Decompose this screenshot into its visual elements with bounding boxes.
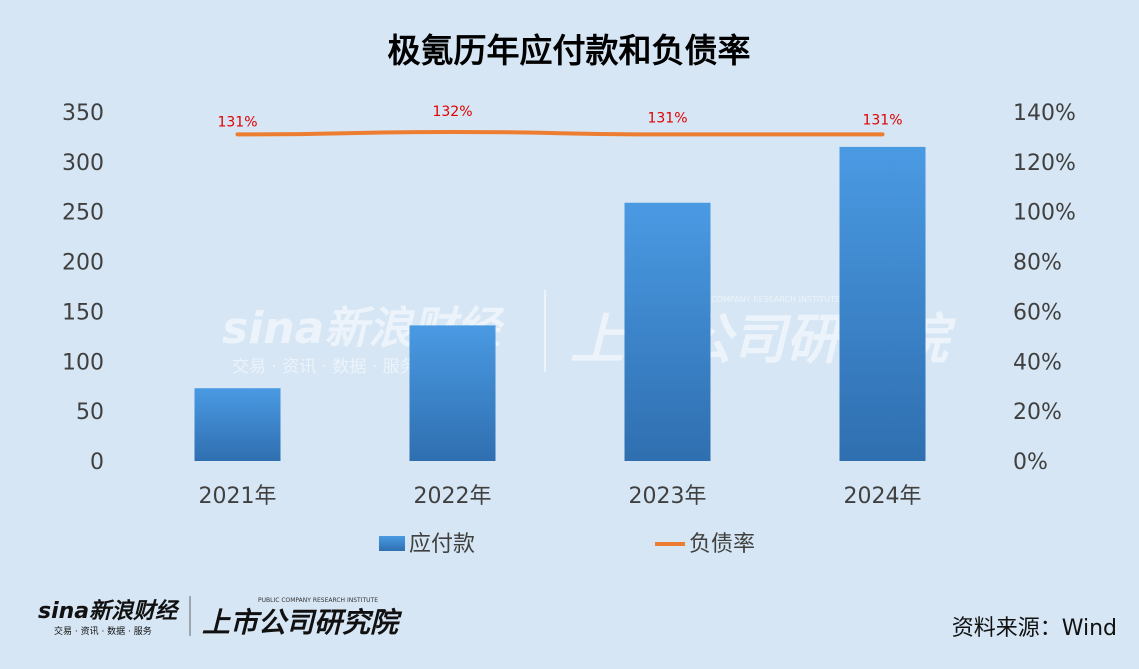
y-right-tick-label: 0% — [1013, 450, 1048, 475]
y-left-tick-label: 150 — [62, 300, 104, 325]
line-data-label: 131% — [862, 112, 902, 128]
footer-logo-institute-en: PUBLIC COMPANY RESEARCH INSTITUTE — [258, 597, 378, 604]
y-right-tick-label: 80% — [1013, 251, 1062, 276]
y-left-tick-label: 200 — [62, 251, 104, 276]
y-left-tick-label: 50 — [76, 400, 104, 425]
bar — [839, 146, 926, 461]
y-left-tick-label: 250 — [62, 201, 104, 226]
y-right-tick-label: 20% — [1013, 400, 1062, 425]
x-tick-label: 2023年 — [629, 484, 707, 509]
bar — [409, 325, 496, 461]
y-right-tick-label: 120% — [1013, 151, 1076, 176]
line-series-group: 131% 132% 131% 131% — [217, 104, 903, 137]
legend: 应付款 负债率 — [379, 532, 755, 557]
footer-logo: sina新浪财经 交易 · 资讯 · 数据 · 服务 PUBLIC COMPAN… — [38, 596, 403, 639]
y-left-tick-label: 300 — [62, 151, 104, 176]
y-left-tick-label: 350 — [62, 101, 104, 126]
watermark-tagline: 交易 · 资讯 · 数据 · 服务 — [232, 357, 417, 377]
x-tick-label: 2024年 — [844, 484, 922, 509]
legend-label-line: 负债率 — [689, 532, 755, 557]
legend-label-bar: 应付款 — [409, 532, 475, 557]
chart-title: 极氪历年应付款和负债率 — [388, 31, 751, 70]
legend-swatch-bar — [379, 536, 405, 551]
y-right-tick-label: 100% — [1013, 201, 1076, 226]
footer-logo-tagline: 交易 · 资讯 · 数据 · 服务 — [54, 625, 152, 637]
footer-logo-institute: 上市公司研究院 — [202, 606, 403, 639]
y-right-tick-label: 140% — [1013, 101, 1076, 126]
x-tick-label: 2022年 — [414, 484, 492, 509]
line-series-path — [235, 129, 885, 137]
bars-group — [194, 146, 926, 462]
y-right-tick-label: 60% — [1013, 300, 1062, 325]
x-tick-label: 2021年 — [199, 484, 277, 509]
x-axis: 2021年 2022年 2023年 2024年 — [199, 484, 922, 509]
left-axis: 0 50 100 150 200 250 300 350 — [62, 101, 104, 475]
bar — [194, 388, 281, 461]
y-left-tick-label: 100 — [62, 350, 104, 375]
watermark-institute-en: PUBLIC COMPANY RESEARCH INSTITUTE — [680, 295, 840, 304]
y-right-tick-label: 40% — [1013, 350, 1062, 375]
line-data-label: 131% — [217, 114, 257, 130]
bar — [624, 202, 711, 462]
source-note: 资料来源：Wind — [951, 616, 1117, 641]
footer-logo-brand: sina新浪财经 — [38, 598, 180, 624]
y-left-tick-label: 0 — [90, 450, 104, 475]
right-axis: 0% 20% 40% 60% 80% 100% 120% 140% — [1013, 101, 1076, 475]
line-data-label: 132% — [432, 104, 472, 120]
line-data-label: 131% — [647, 110, 687, 126]
